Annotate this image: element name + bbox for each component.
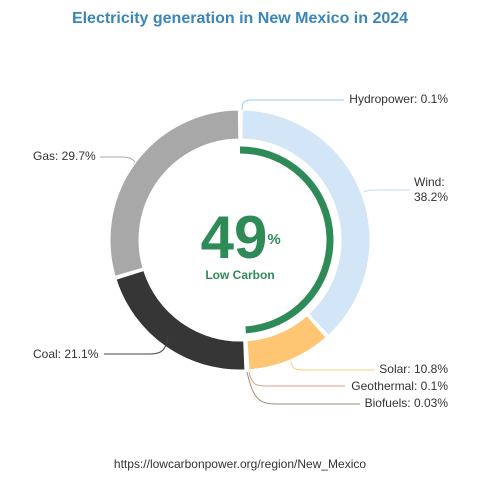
slice-coal [115, 270, 246, 371]
label-hydropower: Hydropower: 0.1% [349, 92, 448, 106]
low-carbon-label: Low Carbon [205, 268, 274, 282]
leader-gas [100, 156, 136, 163]
label-wind-name: Wind: [414, 175, 445, 189]
label-biofuels: Biofuels: 0.03% [365, 396, 449, 410]
low-carbon-arc [239, 146, 334, 334]
label-wind-value: 38.2% [414, 190, 448, 204]
leader-biofuels [246, 371, 360, 405]
label-gas: Gas: 29.7% [33, 149, 96, 163]
low-carbon-unit: % [267, 231, 280, 248]
label-solar: Solar: 10.8% [379, 362, 448, 376]
leader-wind [363, 189, 410, 193]
leader-geothermal [248, 371, 345, 387]
leader-solar [290, 360, 375, 371]
slice-wind [241, 109, 371, 336]
leader-hydropower [241, 99, 344, 111]
chart-title: Electricity generation in New Mexico in … [71, 10, 409, 27]
low-carbon-value: 49 [201, 204, 268, 271]
label-geothermal: Geothermal: 0.1% [351, 379, 448, 393]
slice-biofuels [244, 340, 248, 371]
source-url: https://lowcarbonpower.org/region/New_Me… [113, 457, 367, 471]
slice-solar [246, 315, 327, 371]
slice-gas [109, 109, 240, 277]
label-coal: Coal: 21.1% [33, 347, 99, 361]
slice-hydropower [239, 109, 242, 140]
leader-coal [104, 335, 169, 355]
